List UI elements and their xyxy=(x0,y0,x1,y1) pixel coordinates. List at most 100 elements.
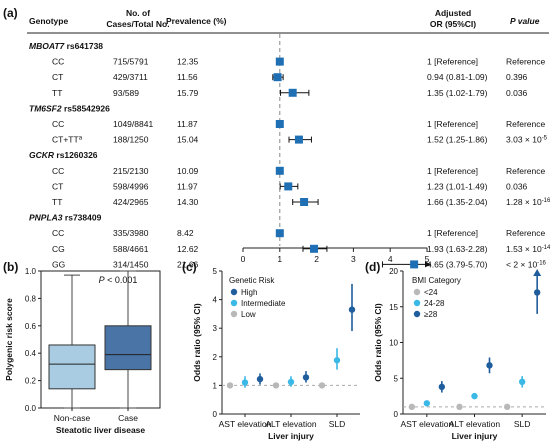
or-marker xyxy=(300,198,309,206)
y-tick-label: 1 xyxy=(213,381,218,390)
prevalence-cell: 12.35 xyxy=(177,57,199,67)
or-cell: 1 [Reference] xyxy=(427,228,478,238)
or-point xyxy=(456,403,463,411)
prevalence-cell: 10.09 xyxy=(177,166,199,176)
footnote-mark: a xyxy=(79,136,83,142)
cases-cell: 588/4661 xyxy=(113,244,149,254)
legend-label: Low xyxy=(241,310,256,319)
header-genotype: Genotype xyxy=(29,16,68,26)
y-tick-label: 20 xyxy=(389,267,398,276)
or-point xyxy=(256,375,264,383)
pvalue-cell: Reference xyxy=(506,166,545,176)
y-tick-label: 0.8 xyxy=(25,294,37,303)
cases-cell: 715/5791 xyxy=(113,57,149,67)
genotype-cell: CC xyxy=(52,119,64,129)
or-cell: 1 [Reference] xyxy=(427,57,478,67)
or-cell: 0.94 (0.81-1.09) xyxy=(427,72,488,82)
or-marker xyxy=(275,57,284,66)
y-tick-label: 0 xyxy=(394,410,399,419)
x-tick-label: 2 xyxy=(314,254,319,264)
x-tick-label: Case xyxy=(118,413,138,423)
x-tick-label: AST elevation xyxy=(219,419,272,429)
pvalue-exponent: -16 xyxy=(542,198,550,204)
header-prevalence: Prevalence (%) xyxy=(166,16,227,26)
cases-cell: 598/4996 xyxy=(113,181,149,191)
or-cell: 1 [Reference] xyxy=(427,166,478,176)
cases-cell: 424/2965 xyxy=(113,197,149,207)
snp-id: rs58542926 xyxy=(62,103,110,113)
prevalence-cell: 14.30 xyxy=(177,197,199,207)
prevalence-cell: 11.97 xyxy=(177,181,198,191)
box xyxy=(104,325,152,371)
cases-cell: 314/1450 xyxy=(113,259,149,269)
genotype-cell: CT xyxy=(52,181,63,191)
y-tick-label: 1.0 xyxy=(25,267,37,276)
x-tick-label: 1 xyxy=(277,254,282,264)
prevalence-cell: 21.66 xyxy=(177,259,199,269)
pvalue-cell: Reference xyxy=(506,228,545,238)
or-cell: 1.52 (1.25-1.86) xyxy=(427,135,488,145)
legend-marker xyxy=(413,310,421,318)
header-cases-line2: Cases/Total No. xyxy=(106,19,169,29)
pvalue-exponent: -14 xyxy=(542,245,550,251)
y-tick-label: 15 xyxy=(389,303,398,312)
cases-cell: 215/2130 xyxy=(113,166,149,176)
genotype-cell: CT+TTa xyxy=(52,135,83,145)
pvalue-cell: 1.28 × 10-16 xyxy=(506,197,550,207)
legend-marker xyxy=(413,288,421,296)
prevalence-cell: 15.79 xyxy=(177,88,199,98)
or-point xyxy=(302,374,310,381)
pvalue-cell: Reference xyxy=(506,57,545,67)
or-point xyxy=(518,378,526,386)
prevalence-cell: 11.87 xyxy=(177,119,198,129)
pvalue-cell: 0.396 xyxy=(506,72,528,82)
cases-cell: 188/1250 xyxy=(113,135,149,145)
legend-label: Intermediate xyxy=(241,299,286,308)
genotype-cell: CG xyxy=(52,244,65,254)
x-tick-label: 4 xyxy=(388,254,393,264)
legend-label: <24 xyxy=(424,288,438,297)
gene-label: MBOAT7 rs641738 xyxy=(29,41,103,51)
genetic-risk-plot: 0 1 2 3 4 5 Odds ratio (95% CI) AST elevationAL… xyxy=(192,267,360,441)
legend-title: BMI Category xyxy=(412,276,461,285)
y-tick-label: 3 xyxy=(213,324,218,333)
or-marker xyxy=(310,244,319,253)
genotype-cell: TT xyxy=(52,88,62,98)
snp-id: rs641738 xyxy=(64,41,103,51)
y-axis-label: Odds ratio (95% CI) xyxy=(373,303,383,382)
header-or-line1: Adjusted xyxy=(435,8,471,18)
or-marker xyxy=(284,182,293,191)
legend-marker xyxy=(230,310,238,318)
or-point xyxy=(333,357,341,364)
y-tick-label: 0 xyxy=(213,410,218,419)
pvalue-cell: < 2 × 10-16 xyxy=(506,259,547,269)
x-axis-label: Steatotic liver disease xyxy=(56,425,146,435)
cases-cell: 1049/8841 xyxy=(113,119,153,129)
or-marker xyxy=(273,73,282,82)
cases-cell: 335/3980 xyxy=(113,228,149,238)
or-marker xyxy=(410,260,419,269)
x-tick-label: 5 xyxy=(425,254,430,264)
or-marker xyxy=(275,120,284,128)
or-marker xyxy=(275,166,284,175)
prevalence-cell: 15.04 xyxy=(177,135,199,145)
or-cell: 1.35 (1.02-1.79) xyxy=(427,88,488,98)
y-tick-label: 2 xyxy=(213,353,218,362)
y-tick-label: 10 xyxy=(389,339,398,348)
genotype-cell: CC xyxy=(52,57,64,67)
forest-table: MBOAT7 rs641738 CC 715/5791 12.35 1 [Referen… xyxy=(29,41,550,269)
genotype-cell: GG xyxy=(52,259,65,269)
p-symbol: P xyxy=(99,275,105,285)
p-value: < 0.001 xyxy=(105,275,138,285)
ci-arrow xyxy=(533,269,542,276)
pvalue-cell: Reference xyxy=(506,119,545,129)
x-tick-label: 3 xyxy=(351,254,356,264)
header-cases-line1: No. of xyxy=(126,8,150,18)
plot-frame xyxy=(40,270,161,409)
x-tick-label: ALT elevation xyxy=(449,419,500,429)
y-tick-label: 0.2 xyxy=(25,377,37,386)
or-point xyxy=(348,306,356,313)
genotype-cell: CT xyxy=(52,72,63,82)
panel-c-label: (c) xyxy=(182,260,197,274)
